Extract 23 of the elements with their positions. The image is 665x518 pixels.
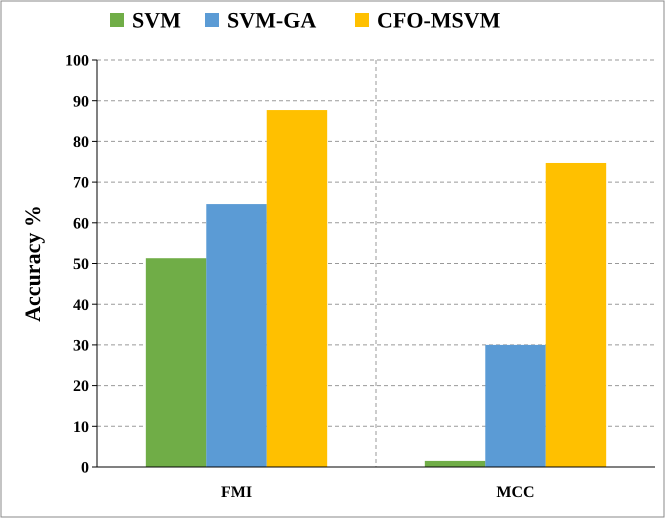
bar: [206, 204, 267, 467]
y-tick-label: 10: [73, 418, 89, 436]
bar: [266, 110, 328, 467]
y-tick-label: 20: [73, 378, 89, 396]
legend-label: SVM: [132, 8, 182, 33]
y-tick-label: 90: [73, 93, 89, 110]
bar: [485, 344, 546, 467]
y-tick-label: 0: [81, 460, 89, 477]
y-tick-label: 60: [73, 215, 89, 232]
x-tick-label: FMI: [220, 484, 252, 501]
bar: [424, 460, 486, 467]
y-tick-label: 70: [73, 174, 89, 192]
y-tick-label: 100: [65, 52, 89, 70]
y-tick-label: 80: [73, 134, 89, 151]
y-tick-label: 40: [73, 296, 89, 314]
bar: [546, 162, 606, 467]
legend-label: CFO-MSVM: [377, 8, 501, 33]
y-tick-label: 30: [73, 338, 89, 354]
y-tick-label: 50: [73, 256, 89, 274]
x-tick-label: MCC: [496, 484, 535, 501]
bar: [146, 258, 206, 467]
y-axis-title: Accuracy %: [20, 205, 45, 322]
legend-label: SVM-GA: [227, 8, 316, 33]
